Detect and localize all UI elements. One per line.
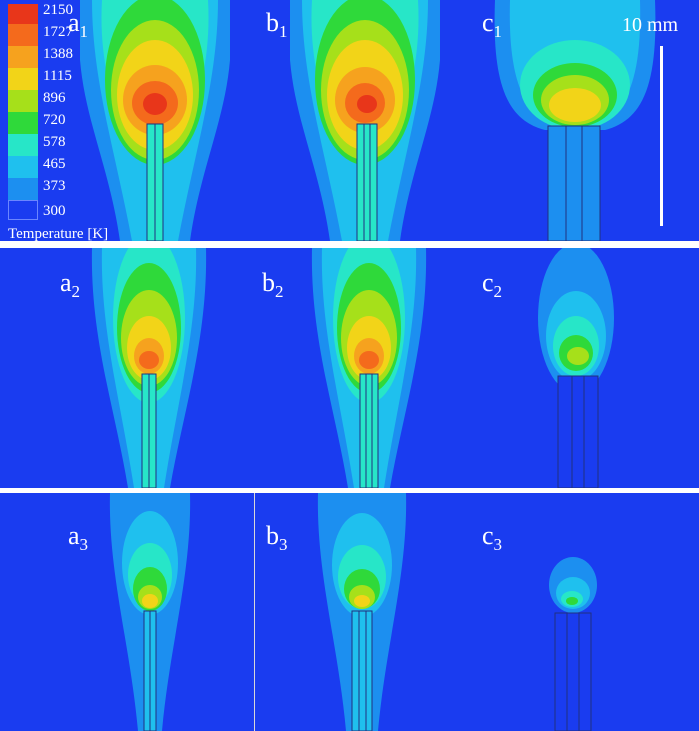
scale-bar: [660, 46, 663, 226]
panel-label-a3: a3: [68, 521, 89, 554]
panel-label-c1: c1: [482, 8, 503, 41]
flame-b1: [290, 0, 440, 241]
colorbar-tick: 578: [43, 134, 66, 150]
flame-b3: [317, 493, 407, 731]
flame-a1: [80, 0, 230, 241]
flame-c2: [538, 248, 614, 488]
colorbar-swatch-7: [8, 156, 38, 178]
panel-label-b3: b3: [266, 521, 288, 554]
colorbar-tick: 720: [43, 112, 66, 128]
colorbar-tick: 300: [43, 203, 66, 219]
colorbar-tick: 1115: [43, 68, 72, 84]
flame-c1: [494, 0, 656, 241]
panel-label-b2: b2: [262, 268, 284, 301]
colorbar-swatch-3: [8, 68, 38, 90]
colorbar-tick: 896: [43, 90, 66, 106]
colorbar-tick: 465: [43, 156, 66, 172]
flame-contours-row-1: [80, 0, 656, 241]
colorbar-swatch-4: [8, 90, 38, 112]
colorbar-swatch-5: [8, 112, 38, 134]
flame-a3: [109, 493, 191, 731]
colorbar-tick: 2150: [43, 2, 73, 18]
scale-bar-label: 10 mm: [622, 14, 679, 36]
panel-label-a2: a2: [60, 268, 81, 301]
panel-label-c2: c2: [482, 268, 503, 301]
flame-row-1: 2150 1727 1388 1115 896 720 578 465 373 …: [0, 0, 699, 241]
colorbar-swatch-9: [8, 200, 38, 220]
colorbar-swatch-0: [8, 4, 38, 24]
flame-contours-row-3: [109, 493, 597, 731]
colorbar-swatch-2: [8, 46, 38, 68]
panel-divider: [254, 493, 255, 731]
flame-a2: [91, 248, 207, 488]
flame-row-2: a2 b2 c2: [0, 248, 699, 488]
flame-contours-row-2: [91, 248, 614, 488]
colorbar-swatch-6: [8, 134, 38, 156]
flame-row-3: a3 b3 c3: [0, 493, 699, 731]
panel-label-b1: b1: [266, 8, 288, 41]
colorbar-tick: 1388: [43, 46, 73, 62]
flame-b2: [311, 248, 427, 488]
colorbar-swatch-1: [8, 24, 38, 46]
colorbar-title: Temperature [K]: [8, 226, 109, 241]
panel-label-a1: a1: [68, 8, 89, 41]
colorbar-tick: 373: [43, 178, 66, 194]
colorbar-swatch-8: [8, 178, 38, 200]
flame-c3: [549, 557, 597, 731]
colorbar-tick: 1727: [43, 24, 73, 40]
panel-label-c3: c3: [482, 521, 503, 554]
